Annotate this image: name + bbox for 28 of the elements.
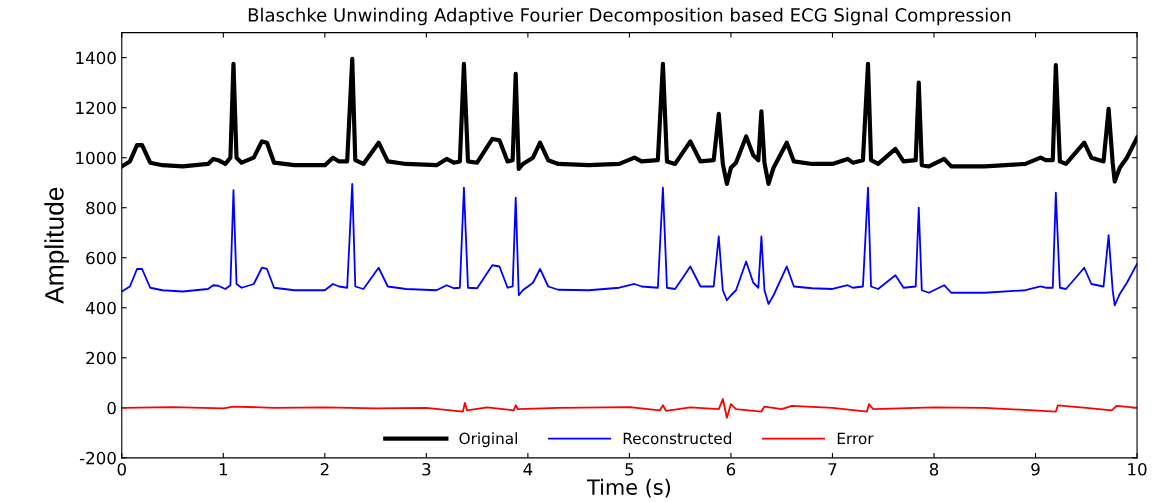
x-tick-label: 6 <box>726 462 736 476</box>
x-tick-label: 4 <box>523 463 533 476</box>
legend-label: Error <box>837 432 874 445</box>
y-tick-label: 200 <box>86 351 116 365</box>
x-tick-label: 0 <box>117 462 126 476</box>
y-tick-label: 1000 <box>76 151 116 165</box>
line-series <box>121 398 1138 419</box>
x-tick-label: 3 <box>422 462 431 476</box>
chart-title: Blaschke Unwinding Adaptive Fourier Decomposition based ECG Signal Compression <box>248 7 1011 26</box>
legend-label: Original <box>459 432 517 448</box>
y-tick-label: 1400 <box>76 51 116 65</box>
y-tick-label: 800 <box>86 201 116 215</box>
x-axis-title: Time (s) <box>587 478 670 498</box>
legend-label: Reconstructed <box>623 432 732 445</box>
x-tick-label: 9 <box>1031 462 1040 476</box>
x-tick-label: 10 <box>1128 462 1147 476</box>
y-tick-label: 600 <box>86 251 116 265</box>
x-tick-label: 2 <box>320 462 329 476</box>
y-tick-label: 0 <box>107 401 116 415</box>
line-series <box>121 183 1138 307</box>
x-tick-label: 8 <box>929 462 939 476</box>
y-axis-title: Amplitude <box>44 187 69 304</box>
x-tick-label: 7 <box>828 463 837 476</box>
y-tick-label: 400 <box>85 301 116 315</box>
y-tick-label: -200 <box>79 451 116 465</box>
x-tick-label: 5 <box>625 463 634 476</box>
y-tick-label: 1200 <box>76 101 116 115</box>
x-tick-label: 1 <box>219 463 228 476</box>
